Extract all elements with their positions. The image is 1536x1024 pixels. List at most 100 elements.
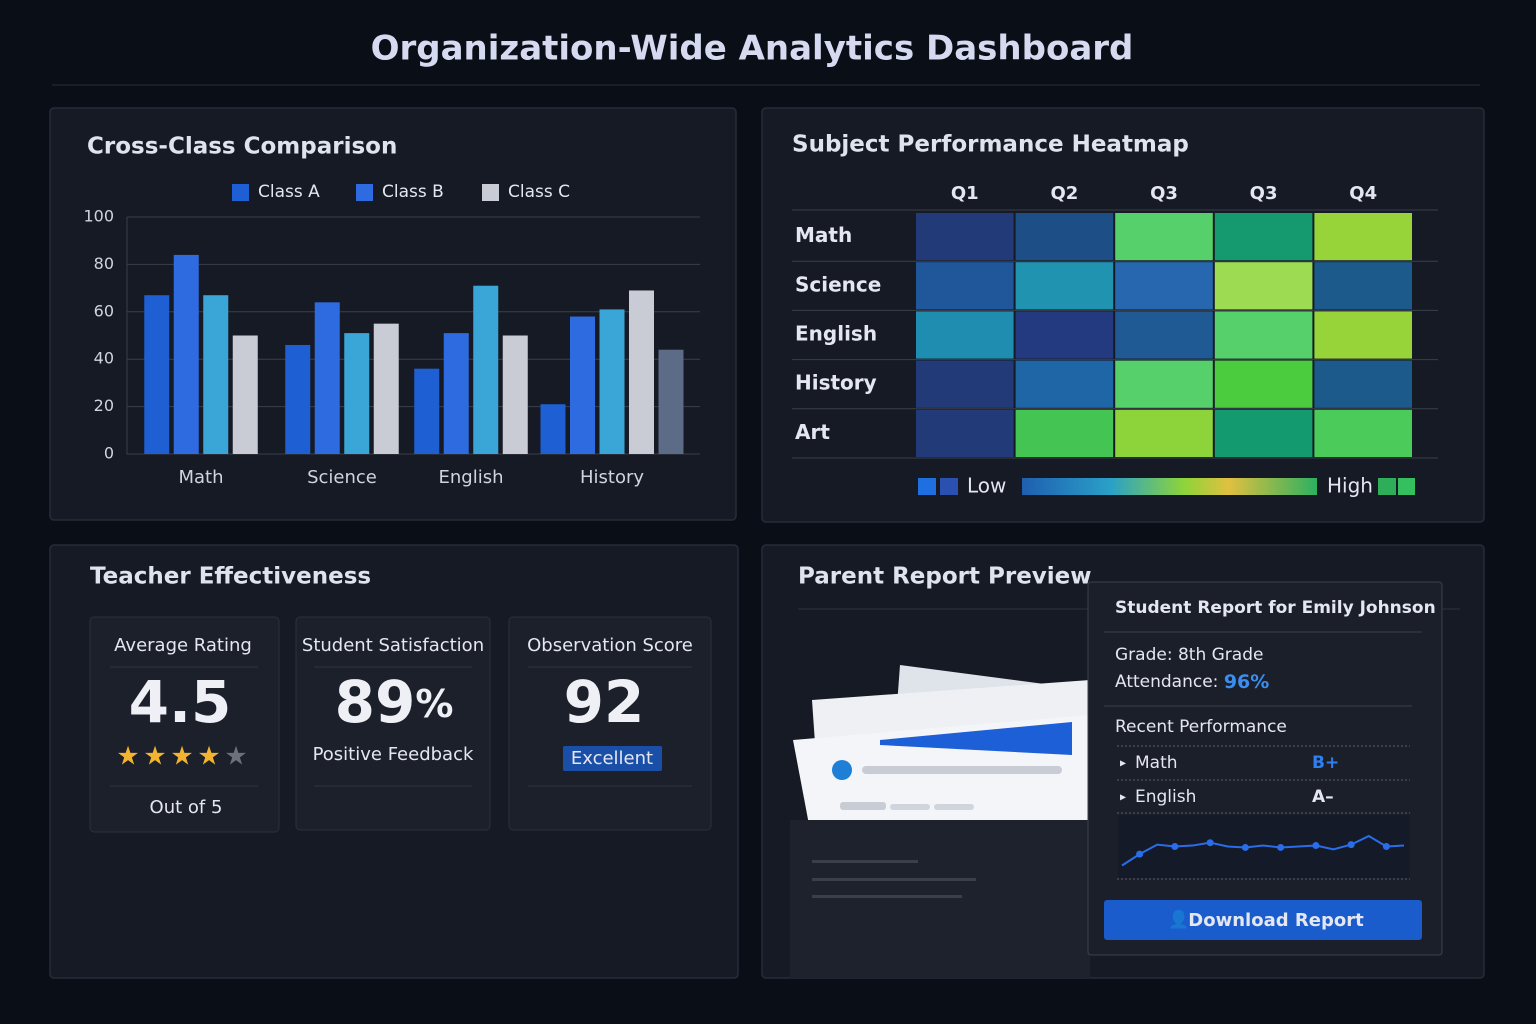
sparkline-point — [1136, 850, 1144, 858]
panel-title: Cross-Class Comparison — [87, 134, 397, 160]
sparkline — [1121, 834, 1405, 867]
legend-low: Low — [967, 474, 1006, 498]
row-label: Science — [795, 272, 881, 296]
x-tick-label: History — [580, 467, 644, 488]
x-tick-label: English — [439, 467, 504, 488]
stat-label: Average Rating — [114, 635, 252, 656]
subject: Math — [1135, 753, 1178, 773]
bar — [570, 316, 595, 454]
heat-cell — [1314, 213, 1412, 261]
bar — [314, 302, 340, 454]
heat-cell — [916, 311, 1014, 359]
bar — [473, 285, 499, 454]
bar — [502, 335, 528, 454]
heat-cell — [1314, 262, 1412, 310]
column-label: Q2 — [1050, 183, 1078, 204]
report-title: Student Report for Emily Johnson — [1115, 598, 1436, 618]
heat-cell — [1214, 213, 1313, 261]
star: ★ — [116, 742, 139, 772]
heat-cell — [916, 213, 1014, 261]
y-tick-label: 20 — [94, 396, 114, 415]
stat-card — [508, 616, 712, 831]
stat-value: 4.5 — [129, 668, 232, 736]
stat-note: Out of 5 — [150, 797, 223, 818]
heat-cell — [1115, 262, 1213, 310]
stat-value: 89% — [335, 668, 454, 736]
stat-number: 89 — [335, 668, 416, 736]
panel-title: Subject Performance Heatmap — [792, 132, 1189, 158]
attendance-label: Attendance: — [1115, 672, 1218, 692]
bar — [144, 295, 170, 454]
heat-cell — [1015, 360, 1114, 408]
bar — [658, 349, 684, 454]
heat-cell — [1314, 311, 1412, 359]
heat-cell — [1214, 262, 1313, 310]
sparkline-point — [1347, 841, 1355, 849]
legend-high: High — [1327, 474, 1373, 498]
y-tick-label: 60 — [94, 301, 114, 320]
bar — [540, 404, 566, 454]
bar — [414, 368, 440, 454]
badge — [563, 746, 662, 771]
y-tick-label: 40 — [94, 349, 114, 368]
subject-grade: B+ — [1312, 753, 1339, 773]
heat-cell — [916, 360, 1014, 408]
column-label: Q3 — [1250, 183, 1278, 204]
heat-cell — [1214, 409, 1313, 457]
subject-grade: A– — [1312, 787, 1334, 807]
heat-cell — [1115, 213, 1213, 261]
column-label: Q3 — [1150, 183, 1178, 204]
row-label: Math — [795, 223, 852, 247]
button-label[interactable]: Download Report — [1188, 910, 1364, 931]
stat-card — [295, 616, 491, 831]
legend-swatch — [940, 478, 958, 495]
legend-swatch — [232, 184, 249, 201]
y-tick-label: 80 — [94, 254, 114, 273]
bar — [344, 333, 370, 454]
sparkline-point — [1312, 842, 1320, 850]
y-tick-label: 100 — [83, 207, 114, 226]
heat-cell — [1015, 311, 1114, 359]
heat-cell — [1015, 213, 1114, 261]
heat-cell — [1314, 409, 1412, 457]
y-tick-label: 0 — [104, 444, 114, 463]
x-tick-label: Science — [307, 467, 377, 488]
heat-cell — [916, 409, 1014, 457]
column-label: Q1 — [951, 183, 979, 204]
bar — [203, 295, 229, 454]
x-tick-label: Math — [178, 467, 223, 488]
heat-cell — [1015, 409, 1114, 457]
report-illustration — [790, 665, 1090, 978]
stat-label: Student Satisfaction — [302, 635, 484, 656]
legend-label: Class B — [382, 182, 444, 202]
legend-swatch — [482, 184, 499, 201]
subject: English — [1135, 787, 1196, 807]
row-label: Art — [795, 420, 830, 444]
badge-label: Excellent — [571, 748, 653, 769]
button-icon: 👤 — [1168, 909, 1189, 930]
stat-value: 92 — [564, 668, 645, 736]
report-grade: Grade: 8th Grade — [1115, 645, 1263, 665]
heat-cell — [1115, 360, 1213, 408]
panel-title: Teacher Effectiveness — [90, 564, 371, 590]
sparkline-point — [1277, 843, 1285, 851]
report-attendance: Attendance: 96% — [1115, 671, 1269, 693]
sparkline-point — [1206, 839, 1214, 847]
section-title: Recent Performance — [1115, 717, 1287, 737]
bullet: ▸ — [1120, 756, 1126, 770]
legend-gradient — [1022, 478, 1317, 495]
stat-card — [89, 616, 280, 833]
heat-cell — [1015, 262, 1114, 310]
sparkline-point — [1241, 843, 1249, 851]
stars: ★ ★ ★ ★ ★ — [116, 742, 247, 772]
bullet: ▸ — [1120, 790, 1126, 804]
bar — [443, 333, 469, 454]
sparkline-point — [1171, 843, 1179, 850]
stat-label: Observation Score — [527, 635, 693, 656]
bar — [285, 344, 311, 454]
download-button[interactable] — [1104, 900, 1422, 940]
heat-cell — [1214, 360, 1313, 408]
attendance-value: 96% — [1224, 671, 1269, 693]
star: ★ — [143, 742, 166, 772]
